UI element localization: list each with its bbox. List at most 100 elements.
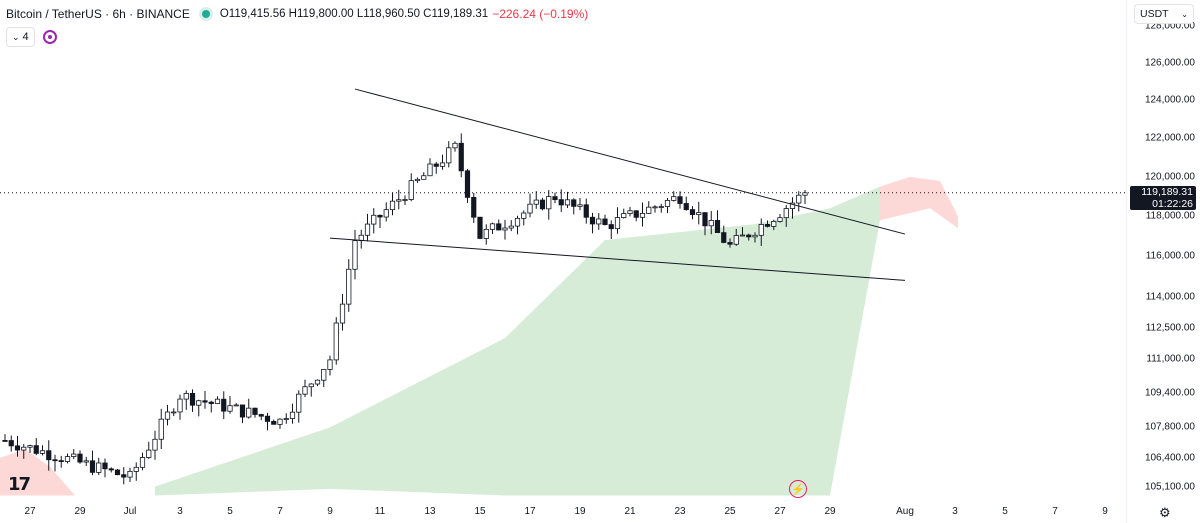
candle-body xyxy=(96,462,102,473)
candle-body xyxy=(414,178,421,182)
candle-body xyxy=(239,404,246,418)
candle-body xyxy=(158,418,164,440)
candle-body xyxy=(27,445,33,448)
candle-body xyxy=(202,400,208,403)
indicators-toggle-button[interactable]: ⌄ 4 xyxy=(6,27,35,47)
price-axis-label: 124,000.00 xyxy=(1144,94,1195,106)
time-axis-label: 29 xyxy=(824,506,836,517)
candle-body xyxy=(602,218,608,225)
candle-body xyxy=(352,240,358,270)
time-axis-label: 27 xyxy=(24,506,36,517)
time-axis-label: 11 xyxy=(374,506,386,517)
candle-body xyxy=(83,460,89,463)
candle-body xyxy=(539,199,546,210)
candle-body xyxy=(58,460,64,462)
candle-body xyxy=(496,223,502,231)
candle-body xyxy=(14,445,21,451)
candle-body xyxy=(489,223,496,230)
candle-body xyxy=(8,440,14,447)
time-axis-label: 5 xyxy=(1002,506,1008,517)
candle-body xyxy=(783,208,789,219)
lightning-icon[interactable]: ⚡ xyxy=(789,480,807,498)
candle-body xyxy=(233,404,239,407)
candle-body xyxy=(558,199,564,206)
candle-body xyxy=(208,401,214,404)
candle-body xyxy=(189,392,196,406)
sync-icon[interactable] xyxy=(42,30,57,44)
candle-body xyxy=(183,392,189,400)
chevron-down-icon: ⌄ xyxy=(1181,9,1188,19)
chevron-down-icon: ⌄ xyxy=(12,31,20,42)
candle-body xyxy=(608,224,614,230)
time-axis-label: 7 xyxy=(277,506,283,517)
candle-body xyxy=(633,210,639,218)
candle-body xyxy=(427,163,433,177)
candle-body xyxy=(221,398,227,412)
candle-body xyxy=(733,235,739,245)
candle-body xyxy=(377,214,383,218)
candle-body xyxy=(514,217,521,227)
price-axis-label: 114,000.00 xyxy=(1145,291,1195,303)
candle-body xyxy=(658,206,664,208)
candle-body xyxy=(246,407,252,418)
green-dot-icon xyxy=(201,10,210,18)
candle-body xyxy=(739,234,746,237)
price-axis-label: 105,100.00 xyxy=(1144,481,1195,493)
candle-body xyxy=(689,209,696,215)
candle-body xyxy=(108,468,114,471)
candle-body xyxy=(702,212,708,227)
candle-body xyxy=(802,192,808,196)
ohlc-values: O119,415.56 H119,800.00 L118,960.50 C119… xyxy=(219,8,489,20)
gear-icon[interactable]: ⚙ xyxy=(1159,505,1171,520)
candle-body xyxy=(571,199,577,207)
candle-body xyxy=(333,322,339,361)
candle-body xyxy=(2,440,8,442)
candle-body xyxy=(471,197,477,218)
candle-body xyxy=(252,407,258,415)
indicators-row: ⌄ 4 xyxy=(6,27,57,47)
time-axis-label: 9 xyxy=(1102,506,1108,517)
price-axis-label: 111,000.00 xyxy=(1146,353,1195,365)
time-axis-label: 9 xyxy=(327,506,333,517)
candle-body xyxy=(714,220,721,233)
candle-body xyxy=(289,411,296,419)
time-axis-label: 5 xyxy=(227,506,233,517)
candle-body xyxy=(171,411,177,414)
candle-body xyxy=(727,242,733,245)
bar-countdown: 01:22:26 xyxy=(1152,197,1193,210)
candle-body xyxy=(102,462,108,470)
candle-body xyxy=(789,202,796,209)
candle-body xyxy=(327,359,333,370)
candle-body xyxy=(452,142,458,149)
candle-body xyxy=(621,213,627,218)
candle-body xyxy=(271,421,277,425)
price-axis[interactable]: 128,000.00 126,000.00 124,000.00 122,000.00… xyxy=(1126,0,1200,523)
candle-body xyxy=(446,147,452,164)
candle-body xyxy=(314,379,321,385)
candle-body xyxy=(483,228,489,239)
candle-body xyxy=(683,203,689,210)
candle-body xyxy=(771,221,777,227)
candle-body xyxy=(583,204,589,218)
time-axis-label: 21 xyxy=(624,506,636,517)
price-chart[interactable] xyxy=(0,0,1126,523)
candle-body xyxy=(227,405,233,412)
candle-body xyxy=(664,200,671,207)
candle-body xyxy=(77,453,83,463)
candle-body xyxy=(52,459,58,462)
candle-body xyxy=(196,400,202,406)
price-axis-label: 116,000.00 xyxy=(1145,250,1195,262)
candle-body xyxy=(546,196,552,210)
candle-body xyxy=(421,175,427,180)
candle-body xyxy=(671,196,677,201)
time-axis-label: 15 xyxy=(474,506,486,517)
symbol-title[interactable]: Bitcoin / TetherUS · 6h · BINANCE xyxy=(6,7,190,21)
time-axis-label: 13 xyxy=(424,506,436,517)
currency-selector[interactable]: USDT ⌄ xyxy=(1134,4,1194,24)
candle-body xyxy=(283,418,289,420)
candle-body xyxy=(458,142,464,172)
candle-body xyxy=(677,196,683,204)
candle-body xyxy=(258,414,264,417)
tradingview-logo-icon[interactable]: 17 xyxy=(8,474,31,495)
